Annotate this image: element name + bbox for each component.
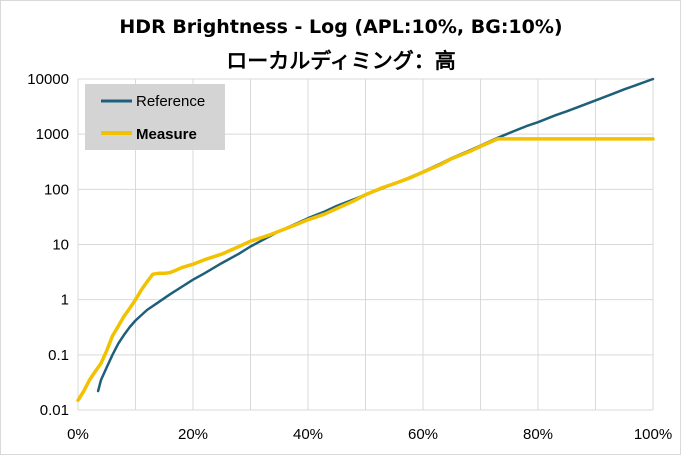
y-tick-label: 10000 xyxy=(27,71,69,88)
x-tick-label: 100% xyxy=(634,426,672,443)
legend-label-reference: Reference xyxy=(136,93,205,110)
legend-label-measure: Measure xyxy=(136,126,197,143)
y-tick-label: 10 xyxy=(52,237,69,254)
y-tick-label: 0.1 xyxy=(48,347,69,364)
series-line-measure xyxy=(76,137,655,403)
x-tick-label: 60% xyxy=(408,426,438,443)
y-axis-ticks: 0.01 0.1 1 10 100 1000 10000 xyxy=(27,71,69,419)
chart-title: HDR Brightness - Log (APL:10%, BG:10%) xyxy=(119,16,562,38)
legend-box xyxy=(85,84,225,150)
y-tick-label: 1000 xyxy=(36,126,69,143)
x-tick-label: 20% xyxy=(178,426,208,443)
x-tick-label: 80% xyxy=(523,426,553,443)
series-lines xyxy=(76,77,655,403)
y-tick-label: 1 xyxy=(61,292,69,309)
x-tick-label: 0% xyxy=(67,426,89,443)
chart-subtitle: ローカルディミング：高 xyxy=(226,49,456,73)
x-axis-ticks: 0% 20% 40% 60% 80% 100% xyxy=(67,426,672,443)
y-tick-label: 100 xyxy=(44,181,69,198)
series-line-reference xyxy=(96,77,655,393)
legend: Reference Measure xyxy=(85,84,225,150)
x-tick-label: 40% xyxy=(293,426,323,443)
y-tick-label: 0.01 xyxy=(40,402,69,419)
